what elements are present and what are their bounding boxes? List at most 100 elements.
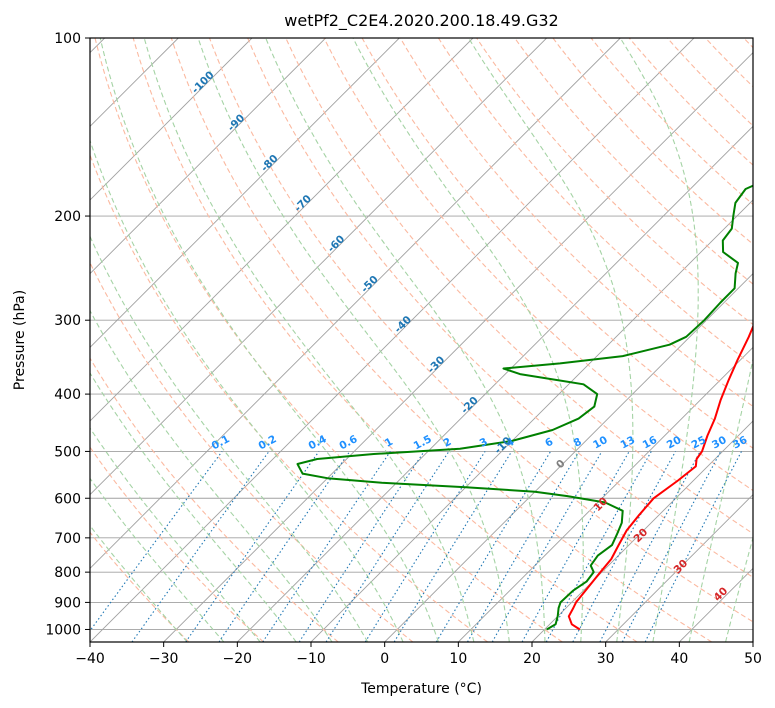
x-tick-label: 10 — [449, 651, 467, 667]
dry-adiabat-line — [285, 38, 753, 535]
mixing-ratio-line — [599, 451, 701, 642]
dry-adiabat-line — [743, 38, 753, 49]
mixing-ratio-label: 36 — [731, 434, 750, 451]
mixing-ratio-line — [364, 451, 486, 642]
dry-adiabat-line — [208, 38, 753, 623]
isotherm-line — [90, 38, 474, 422]
x-tick-label: −40 — [75, 651, 105, 667]
chart-title: wetPf2_C2E4.2020.200.18.49.G32 — [284, 11, 558, 31]
moist-adiabat-line — [725, 535, 753, 642]
y-tick-label: 600 — [54, 491, 81, 507]
mixing-ratio-label: 25 — [690, 434, 709, 451]
dry-adiabat-line — [323, 38, 753, 492]
moist-adiabat-line — [90, 524, 188, 642]
moist-adiabat-line — [619, 38, 699, 642]
dry-adiabat-line — [90, 261, 414, 642]
y-tick-label: 900 — [54, 595, 81, 611]
y-tick-label: 800 — [54, 565, 81, 581]
isotherm-line — [90, 38, 400, 348]
dry-adiabat-line — [590, 38, 753, 206]
mixing-ratio-label: 20 — [665, 434, 684, 451]
x-tick-label: 0 — [380, 651, 389, 667]
moist-adiabat-line — [90, 427, 261, 642]
isotherm-line — [384, 273, 753, 642]
dry-adiabat-line — [90, 153, 488, 642]
y-tick-label: 500 — [54, 444, 81, 460]
dry-adiabat-label: -80 — [259, 152, 281, 174]
isotherm-line — [458, 346, 753, 642]
x-tick-label: 40 — [670, 651, 688, 667]
mixing-ratio-line — [218, 451, 351, 642]
isotherm-line — [90, 38, 695, 642]
x-axis-label: Temperature (°C) — [360, 681, 482, 697]
moist-adiabat-line — [90, 235, 369, 642]
dry-adiabat-line — [247, 38, 753, 578]
mixing-ratio-label: 30 — [710, 434, 729, 451]
mixing-ratio-line — [521, 451, 630, 642]
y-tick-label: 1000 — [45, 622, 81, 638]
dry-adiabat-line — [476, 38, 753, 326]
dry-adiabat-line — [361, 38, 753, 449]
temperature-profile-line — [567, 324, 753, 631]
dry-adiabat-line — [399, 38, 753, 408]
isotherm-line — [237, 125, 753, 642]
isotherm-line — [531, 420, 753, 642]
y-tick-label: 400 — [54, 387, 81, 403]
dry-adiabat-line — [552, 38, 753, 245]
mixing-ratio-label: 13 — [619, 434, 638, 451]
moist-adiabat-line — [143, 38, 475, 642]
x-tick-label: 20 — [523, 651, 541, 667]
mixing-ratio-label: 8 — [572, 436, 584, 450]
mixing-ratio-label: 1 — [383, 436, 395, 450]
mixing-ratio-line — [572, 451, 676, 642]
dry-adiabat-line — [170, 38, 712, 642]
mixing-ratio-label: 2 — [441, 436, 453, 450]
mixing-ratio-line — [467, 451, 580, 642]
mixing-ratio-line — [90, 451, 223, 632]
x-tick-label: 30 — [597, 651, 615, 667]
dewpoint-profile-line — [296, 184, 753, 631]
mixing-ratio-label: 16 — [641, 434, 660, 451]
dry-adiabat-label: -60 — [325, 233, 347, 255]
dry-adiabat-line — [90, 446, 264, 642]
isotherm-line — [90, 38, 547, 496]
dry-adiabat-label: -100 — [190, 69, 217, 96]
dry-adiabat-label: -30 — [425, 354, 447, 376]
dry-adiabat-label: -20 — [459, 394, 481, 416]
mixing-ratio-label: 3 — [478, 436, 490, 450]
dry-adiabat-line — [90, 531, 190, 642]
isotherm-line — [90, 38, 621, 569]
moist-adiabat-line — [468, 38, 634, 642]
moist-adiabat-line — [265, 38, 546, 642]
y-tick-label: 300 — [54, 313, 81, 329]
dry-adiabat-label: -50 — [359, 273, 381, 295]
dry-adiabat-line — [666, 38, 753, 127]
isotherm-line — [679, 567, 753, 642]
dry-adiabat-line — [132, 38, 638, 642]
mixing-ratio-line — [621, 451, 722, 642]
mixing-ratio-label: 10 — [591, 434, 610, 451]
mixing-ratio-line — [644, 451, 742, 642]
moist-adiabat-line — [688, 356, 753, 642]
isotherm-line — [605, 494, 753, 642]
dry-adiabat-line — [705, 38, 753, 88]
mixing-ratio-line — [325, 451, 450, 642]
mixing-ratio-line — [491, 451, 603, 642]
isotherm-line — [90, 38, 326, 275]
moist-adiabat-line — [352, 38, 584, 642]
y-tick-label: 100 — [54, 31, 81, 47]
dry-adiabat-label: -70 — [292, 193, 314, 215]
x-tick-label: −20 — [223, 651, 253, 667]
moist-adiabat-line — [90, 138, 404, 642]
x-tick-label: −10 — [296, 651, 326, 667]
mixing-ratio-label: 6 — [543, 436, 555, 450]
moist-adiabat-label: 20 — [631, 526, 650, 545]
moist-adiabat-line — [90, 477, 225, 642]
isotherm-line — [163, 52, 753, 642]
x-tick-label: 50 — [744, 651, 762, 667]
mixing-ratio-line — [435, 451, 552, 642]
x-tick-label: −30 — [149, 651, 179, 667]
moist-adiabat-line — [99, 38, 440, 642]
dry-adiabat-label: -40 — [392, 314, 414, 336]
